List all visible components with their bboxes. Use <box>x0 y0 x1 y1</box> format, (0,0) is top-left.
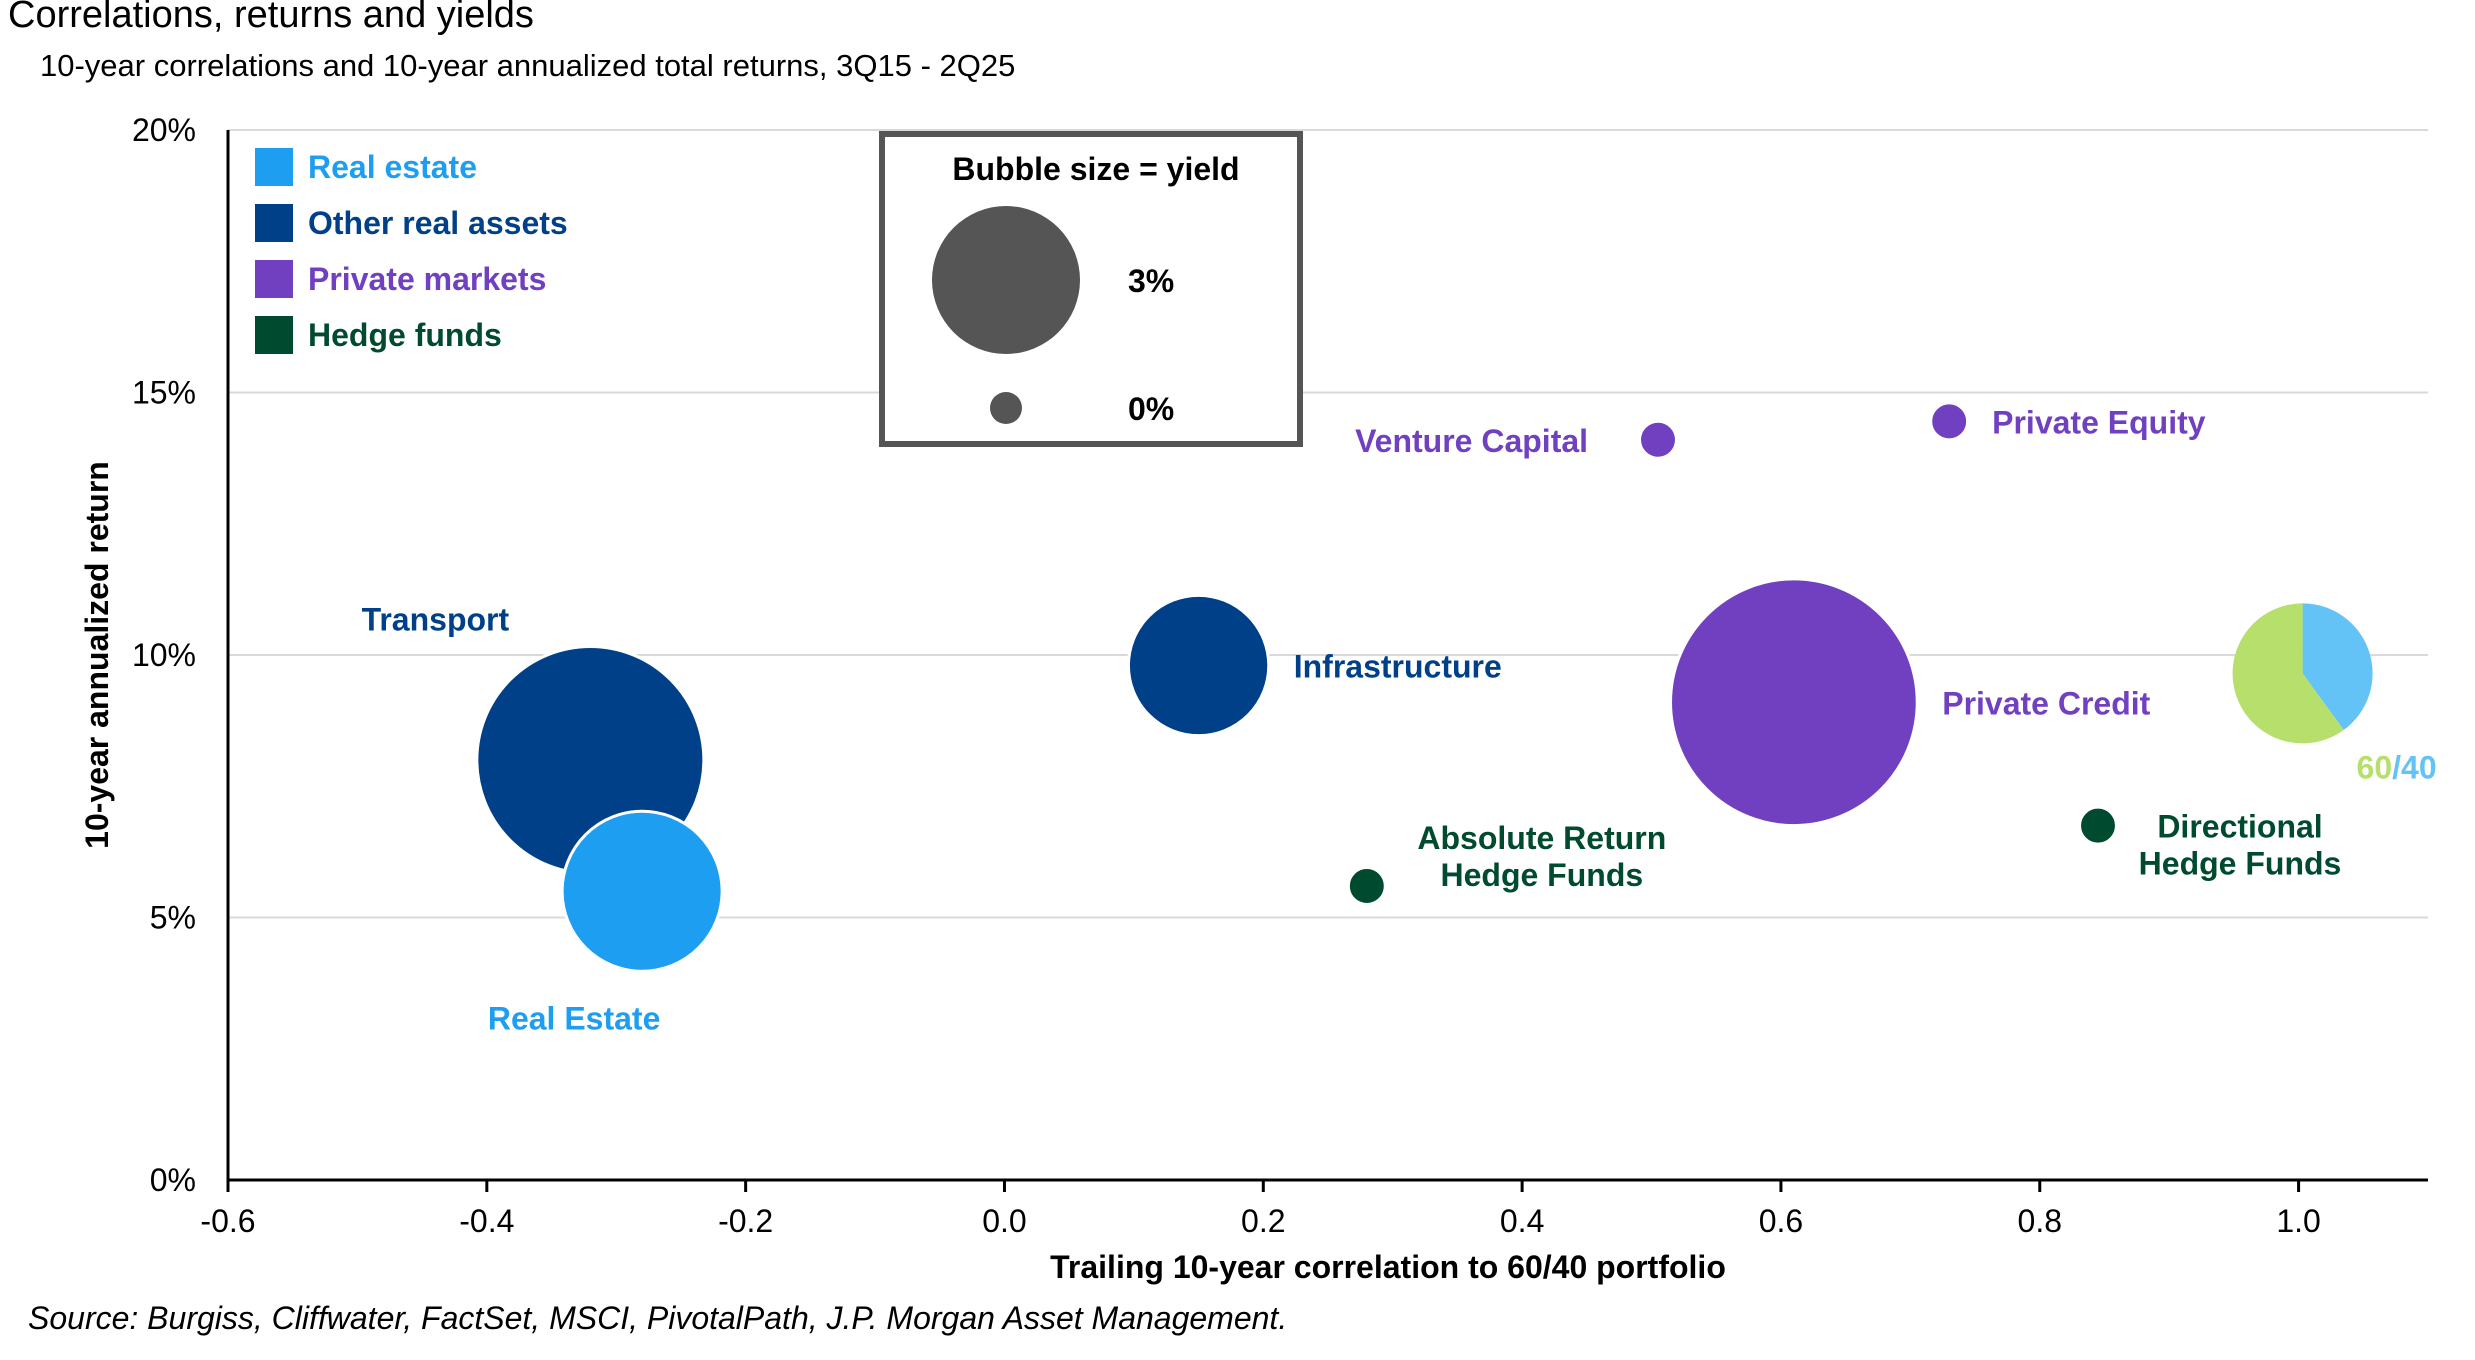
bubble-private-equity <box>1930 402 1969 441</box>
y-tick-label: 10% <box>132 637 196 673</box>
pie-slice-60 <box>2232 603 2344 744</box>
bubble-label-private-credit: Private Credit <box>1942 685 2150 721</box>
y-tick-label: 15% <box>132 375 196 411</box>
size-legend: Bubble size = yield 3% 0% <box>879 131 1303 447</box>
bubble-label-infrastructure: Infrastructure <box>1294 649 1502 685</box>
chart-subtitle: 10-year correlations and 10-year annuali… <box>40 48 1016 83</box>
x-tick-label: -0.2 <box>718 1203 773 1239</box>
bubble-real-estate <box>560 809 724 973</box>
bubble-labels: Transport Real Estate Infrastructure Absolu… <box>362 404 2437 1036</box>
label-40: 40 <box>2401 749 2437 785</box>
bubble-absolute-return-hedge-funds <box>1347 867 1386 905</box>
legend-label-hedge-funds: Hedge funds <box>308 317 502 353</box>
x-axis-title: Trailing 10-year correlation to 60/40 po… <box>1050 1249 1726 1285</box>
x-tick-label: 0.0 <box>982 1203 1026 1239</box>
y-tick-label: 20% <box>132 112 196 148</box>
bubble-label-real-estate: Real Estate <box>488 1000 661 1036</box>
bubble-private-credit <box>1669 577 1919 828</box>
legend-swatch-private-markets <box>255 260 293 298</box>
label-60: 60 <box>2357 749 2393 785</box>
legend-label-other-real-assets: Other real assets <box>308 205 568 241</box>
x-tick-label: 0.8 <box>2018 1203 2062 1239</box>
y-axis-title: 10-year annualized return <box>79 461 115 849</box>
size-legend-bubble-small <box>990 392 1022 424</box>
label-slash: / <box>2392 749 2401 785</box>
legend-swatch-hedge-funds <box>255 316 293 354</box>
bubble-venture-capital <box>1639 420 1677 459</box>
bubble-label-directional-hedge-funds: Hedge Funds <box>2139 846 2342 882</box>
size-legend-label-small: 0% <box>1128 391 1174 427</box>
source-note: Source: Burgiss, Cliffwater, FactSet, MS… <box>28 1300 1288 1336</box>
size-legend-label-large: 3% <box>1128 263 1174 299</box>
y-tick-label: 0% <box>150 1162 196 1198</box>
bubble-label-private-equity: Private Equity <box>1992 404 2206 440</box>
bubble-label-directional-hedge-funds: Directional <box>2157 809 2322 845</box>
legend-label-private-markets: Private markets <box>308 261 546 297</box>
legend-swatch-other-real-assets <box>255 204 293 242</box>
x-tick-label: -0.6 <box>200 1203 255 1239</box>
size-legend-title: Bubble size = yield <box>952 151 1239 187</box>
bubbles <box>475 402 2373 973</box>
category-legend: Real estate Other real assets Private mark… <box>255 148 568 354</box>
x-tick-label: 1.0 <box>2276 1203 2320 1239</box>
x-tick-label: -0.4 <box>459 1203 514 1239</box>
y-tick-label: 5% <box>150 900 196 936</box>
axes: 0% 5% 10% 15% 20% -0.6 -0.4 -0.2 0.0 0.2 0.4 0.6 0.8… <box>79 112 2428 1285</box>
portfolio-60-40-label: 60/40 <box>2357 749 2437 785</box>
bubble-directional-hedge-funds <box>2079 806 2117 845</box>
bubble-label-absolute-return-hedge-funds: Absolute Return <box>1417 820 1666 856</box>
bubble-label-venture-capital: Venture Capital <box>1355 423 1588 459</box>
bubble-infrastructure <box>1126 593 1271 738</box>
bubble-label-absolute-return-hedge-funds: Hedge Funds <box>1440 857 1643 893</box>
legend-label-real-estate: Real estate <box>308 149 477 185</box>
x-tick-label: 0.6 <box>1759 1203 1803 1239</box>
x-tick-label: 0.2 <box>1241 1203 1285 1239</box>
pie-slice-40 <box>2302 603 2373 731</box>
size-legend-bubble-large <box>932 206 1080 354</box>
bubble-label-transport: Transport <box>362 602 510 638</box>
chart-title: Correlations, returns and yields <box>8 0 534 36</box>
x-tick-label: 0.4 <box>1500 1203 1544 1239</box>
legend-swatch-real-estate <box>255 148 293 186</box>
